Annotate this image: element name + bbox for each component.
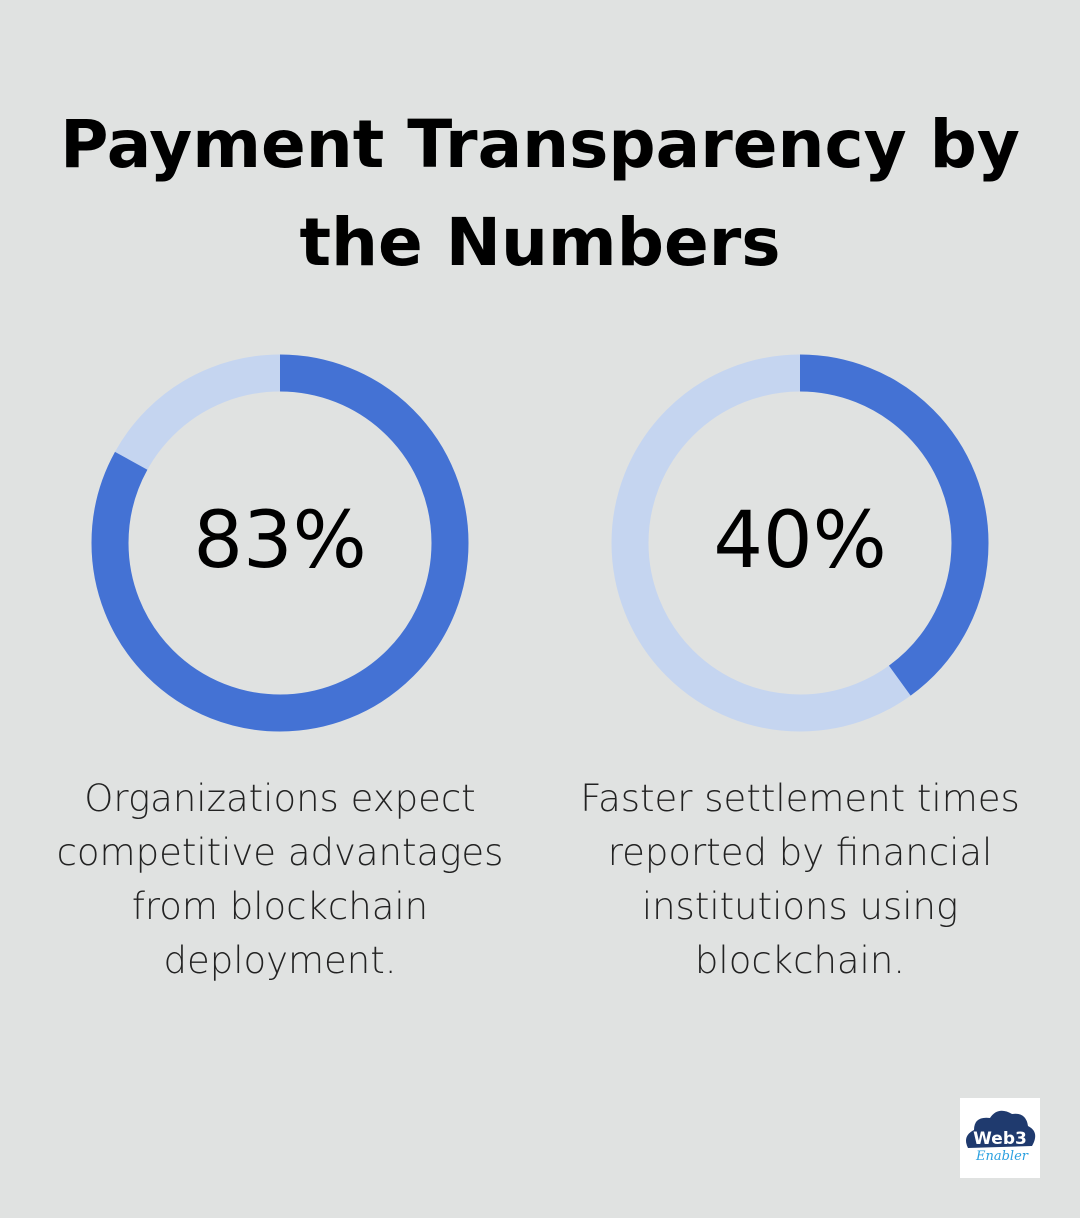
description-40: Faster settlement times reported by fina… bbox=[580, 777, 1020, 982]
donut-filled-segment bbox=[611, 354, 989, 732]
donut-83 bbox=[91, 354, 469, 732]
description-83: Organizations expect competitive advanta… bbox=[56, 777, 504, 982]
donut-label-83: 83% bbox=[193, 496, 366, 586]
svg-text:Web3: Web3 bbox=[973, 1129, 1027, 1149]
donut-label-40: 40% bbox=[713, 496, 886, 586]
web3-enabler-logo: Web3 Enabler bbox=[960, 1098, 1040, 1178]
svg-text:Enabler: Enabler bbox=[975, 1149, 1029, 1164]
donut-40 bbox=[611, 354, 989, 732]
chart-title: Payment Transparency by the Numbers bbox=[60, 106, 1020, 281]
donut-filled-segment bbox=[91, 354, 469, 732]
